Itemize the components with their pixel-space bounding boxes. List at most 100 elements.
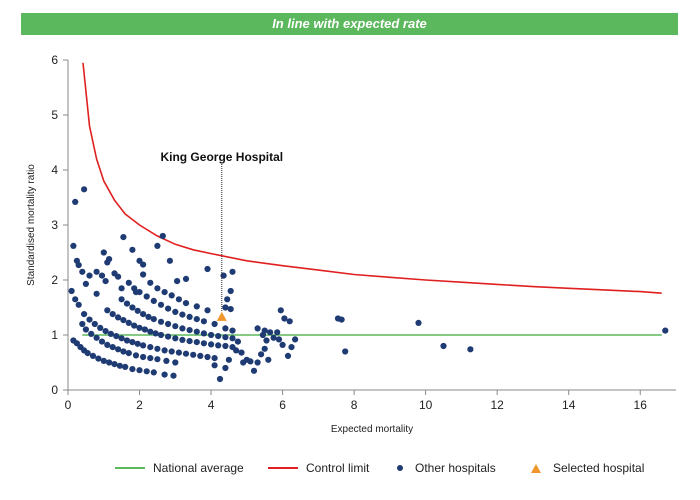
other-hospital-point <box>208 341 215 348</box>
legend-label: National average <box>153 461 244 475</box>
other-hospital-point <box>120 348 127 355</box>
other-hospital-point <box>79 268 86 275</box>
other-hospital-point <box>225 356 232 363</box>
other-hospital-point <box>159 232 166 240</box>
other-hospital-point <box>467 346 474 353</box>
other-hospital-point <box>193 339 200 346</box>
other-hospital-point <box>186 327 193 334</box>
other-hospital-point <box>118 335 125 342</box>
other-hospital-point <box>175 349 182 356</box>
other-hospital-point <box>82 280 89 287</box>
other-hospital-point <box>120 317 127 324</box>
x-tick-label: 12 <box>490 398 504 412</box>
other-hospital-point <box>233 347 240 354</box>
other-hospital-point <box>136 367 143 374</box>
other-hospital-point <box>238 349 245 356</box>
other-hospital-point <box>220 272 227 279</box>
x-tick-label: 14 <box>562 398 576 412</box>
legend-selected-hospital: Selected hospital <box>531 458 644 478</box>
other-hospital-point <box>97 324 104 331</box>
other-hospital-point <box>165 320 172 328</box>
other-hospital-point <box>229 327 236 334</box>
other-hospital-point <box>204 307 211 314</box>
other-hospital-point <box>247 358 254 365</box>
other-hospital-point <box>102 328 109 335</box>
other-hospital-point <box>277 307 284 314</box>
legend-line-swatch <box>268 467 298 469</box>
other-hospital-point <box>93 290 100 297</box>
other-hospital-point <box>95 355 102 362</box>
y-tick-label: 5 <box>51 108 58 122</box>
other-hospital-point <box>84 350 91 357</box>
other-hospital-point <box>215 333 222 340</box>
other-hospital-point <box>118 296 125 303</box>
other-hospital-point <box>150 316 157 323</box>
other-hospital-point <box>163 357 170 364</box>
other-hospital-point <box>222 334 229 341</box>
other-hospital-point <box>182 275 190 282</box>
other-hospital-point <box>200 318 207 325</box>
other-hospital-point <box>115 273 122 280</box>
other-hospital-point <box>284 352 292 359</box>
other-hospital-point <box>147 355 154 362</box>
x-tick-label: 0 <box>65 398 72 412</box>
x-tick-label: 10 <box>419 398 433 412</box>
other-hospital-point <box>193 303 200 310</box>
other-hospital-point <box>267 329 274 336</box>
other-hospital-point <box>89 352 97 359</box>
other-hospital-point <box>154 356 161 363</box>
other-hospital-point <box>157 318 165 325</box>
other-hospital-point <box>143 293 150 300</box>
other-hospital-point <box>258 351 265 358</box>
other-hospital-point <box>102 278 109 285</box>
legend-triangle-swatch <box>531 463 541 473</box>
annotation: King George Hospital <box>160 150 283 311</box>
other-hospital-point <box>104 259 111 266</box>
other-hospital-point <box>168 292 175 299</box>
other-hospital-point <box>200 340 207 347</box>
other-hospital-point <box>182 300 190 307</box>
other-hospital-point <box>161 371 168 378</box>
other-hospital-point <box>141 326 148 333</box>
other-hospital-point <box>70 242 77 249</box>
other-hospital-point <box>147 328 154 335</box>
other-hospital-point <box>98 338 106 345</box>
other-hospital-point <box>86 316 93 323</box>
other-hospital-point <box>143 368 150 375</box>
other-hospital-point <box>172 359 179 366</box>
other-hospital-point <box>222 342 229 350</box>
other-hospital-point <box>215 342 222 349</box>
other-hospital-point <box>274 329 281 336</box>
other-hospital-point <box>154 345 161 352</box>
other-hospital-point <box>208 331 215 339</box>
y-tick-label: 6 <box>51 53 58 67</box>
other-hospital-point <box>211 362 218 369</box>
other-hospital-point <box>140 271 147 278</box>
other-hospital-point <box>170 372 177 379</box>
other-hospital-point <box>120 234 127 241</box>
other-hospital-point <box>134 307 141 314</box>
other-hospital-point <box>122 363 129 370</box>
other-hospital-point <box>154 285 161 292</box>
other-hospital-point <box>229 335 236 342</box>
other-hospital-point <box>100 357 107 364</box>
legend-label: Other hospitals <box>415 461 496 475</box>
other-hospital-point <box>134 340 141 347</box>
other-hospital-point <box>140 353 147 361</box>
other-hospital-point <box>98 272 106 279</box>
other-hospital-point <box>157 301 165 308</box>
other-hospital-point <box>75 262 82 269</box>
legend-national-average: National average <box>115 458 244 478</box>
other-hospital-point <box>190 351 197 358</box>
other-hospital-point <box>104 341 111 348</box>
x-tick-label: 16 <box>634 398 648 412</box>
other-hospital-point <box>115 314 122 321</box>
other-hospital-point <box>222 304 229 311</box>
control-limit-line <box>82 62 662 294</box>
other-hospital-point <box>275 336 283 343</box>
other-hospital-point <box>79 320 86 328</box>
other-hospital-point <box>261 327 268 334</box>
other-hospital-point <box>82 326 89 333</box>
other-hospital-point <box>193 316 200 323</box>
